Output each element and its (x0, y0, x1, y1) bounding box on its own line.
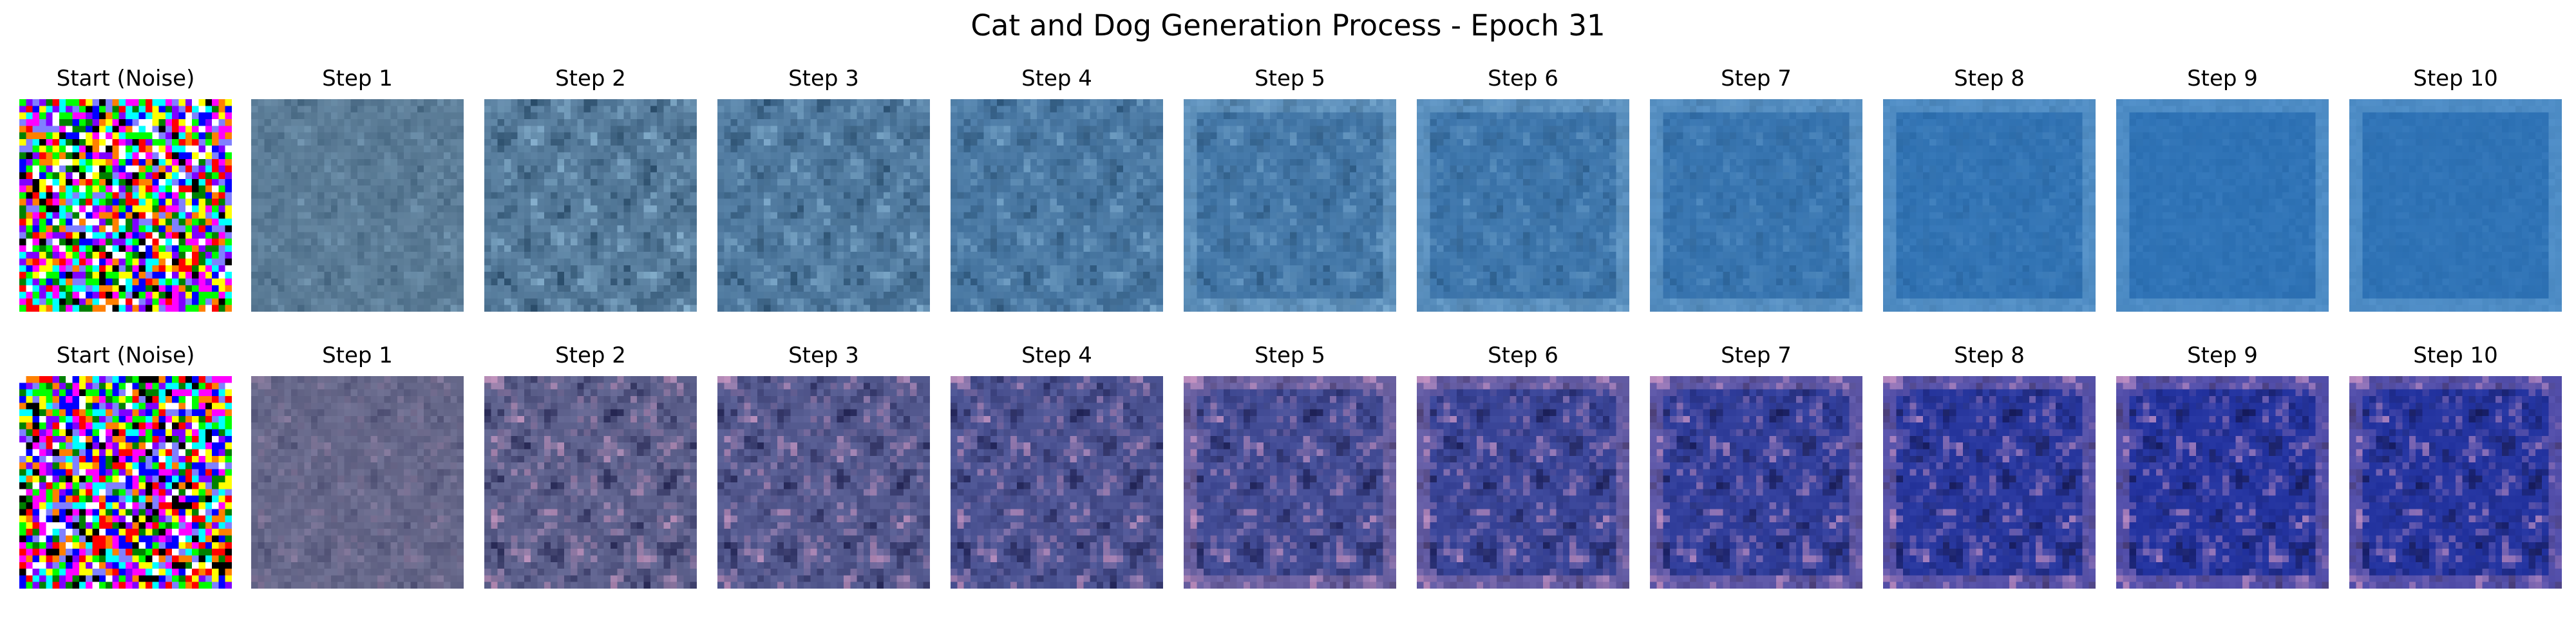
generated-image (2116, 99, 2329, 312)
panel-cat-step-2: Step 2 (484, 64, 697, 312)
panel-title: Step 6 (1488, 66, 1558, 91)
panel-dog-start: Start (Noise) (19, 341, 232, 589)
generated-image (717, 376, 930, 589)
panel-cat-step-7: Step 7 (1650, 64, 1862, 312)
generated-image (2349, 99, 2562, 312)
generated-image (1417, 99, 1629, 312)
panel-title: Step 3 (788, 343, 859, 368)
panel-title: Start (Noise) (56, 66, 195, 91)
panel-title: Step 2 (555, 66, 626, 91)
generated-image (2349, 376, 2562, 589)
panel-dog-step-8: Step 8 (1883, 341, 2096, 589)
panel-title: Step 7 (1721, 343, 1792, 368)
generated-image (19, 99, 232, 312)
panel-title: Step 4 (1021, 66, 1092, 91)
panel-title: Step 2 (555, 343, 626, 368)
generated-image (951, 99, 1163, 312)
generated-image (1650, 376, 1862, 589)
figure-title: Cat and Dog Generation Process - Epoch 3… (971, 8, 1605, 43)
panel-cat-step-10: Step 10 (2349, 64, 2562, 312)
panel-title: Step 8 (1954, 66, 2025, 91)
panel-dog-step-4: Step 4 (951, 341, 1163, 589)
panel-title: Step 6 (1488, 343, 1558, 368)
panel-title: Step 9 (2187, 343, 2258, 368)
generated-image (1650, 99, 1862, 312)
panel-title: Step 5 (1255, 66, 1325, 91)
generated-image (1883, 376, 2096, 589)
generated-image (2116, 376, 2329, 589)
panel-cat-step-6: Step 6 (1417, 64, 1629, 312)
generated-image (484, 99, 697, 312)
panel-dog-step-2: Step 2 (484, 341, 697, 589)
panel-title: Step 10 (2413, 66, 2498, 91)
panel-title: Step 3 (788, 66, 859, 91)
generated-image (484, 376, 697, 589)
generated-image (251, 99, 464, 312)
panel-cat-step-9: Step 9 (2116, 64, 2329, 312)
panel-title: Step 9 (2187, 66, 2258, 91)
panel-title: Step 5 (1255, 343, 1325, 368)
generated-image (1417, 376, 1629, 589)
panel-title: Start (Noise) (56, 343, 195, 368)
panel-cat-step-5: Step 5 (1184, 64, 1396, 312)
panel-dog-step-3: Step 3 (717, 341, 930, 589)
panel-cat-step-4: Step 4 (951, 64, 1163, 312)
generated-image (717, 99, 930, 312)
generated-image (251, 376, 464, 589)
panel-dog-step-9: Step 9 (2116, 341, 2329, 589)
panel-title: Step 1 (322, 66, 393, 91)
panel-title: Step 4 (1021, 343, 1092, 368)
generated-image (1184, 99, 1396, 312)
panel-dog-step-5: Step 5 (1184, 341, 1396, 589)
panel-cat-step-8: Step 8 (1883, 64, 2096, 312)
panel-title: Step 1 (322, 343, 393, 368)
panel-cat-step-1: Step 1 (251, 64, 464, 312)
panel-dog-step-1: Step 1 (251, 341, 464, 589)
panel-title: Step 10 (2413, 343, 2498, 368)
panel-cat-start: Start (Noise) (19, 64, 232, 312)
panel-dog-step-6: Step 6 (1417, 341, 1629, 589)
panel-cat-step-3: Step 3 (717, 64, 930, 312)
panel-dog-step-7: Step 7 (1650, 341, 1862, 589)
panel-title: Step 7 (1721, 66, 1792, 91)
panel-dog-step-10: Step 10 (2349, 341, 2562, 589)
generated-image (19, 376, 232, 589)
panel-title: Step 8 (1954, 343, 2025, 368)
generated-image (1184, 376, 1396, 589)
generated-image (1883, 99, 2096, 312)
generated-image (951, 376, 1163, 589)
